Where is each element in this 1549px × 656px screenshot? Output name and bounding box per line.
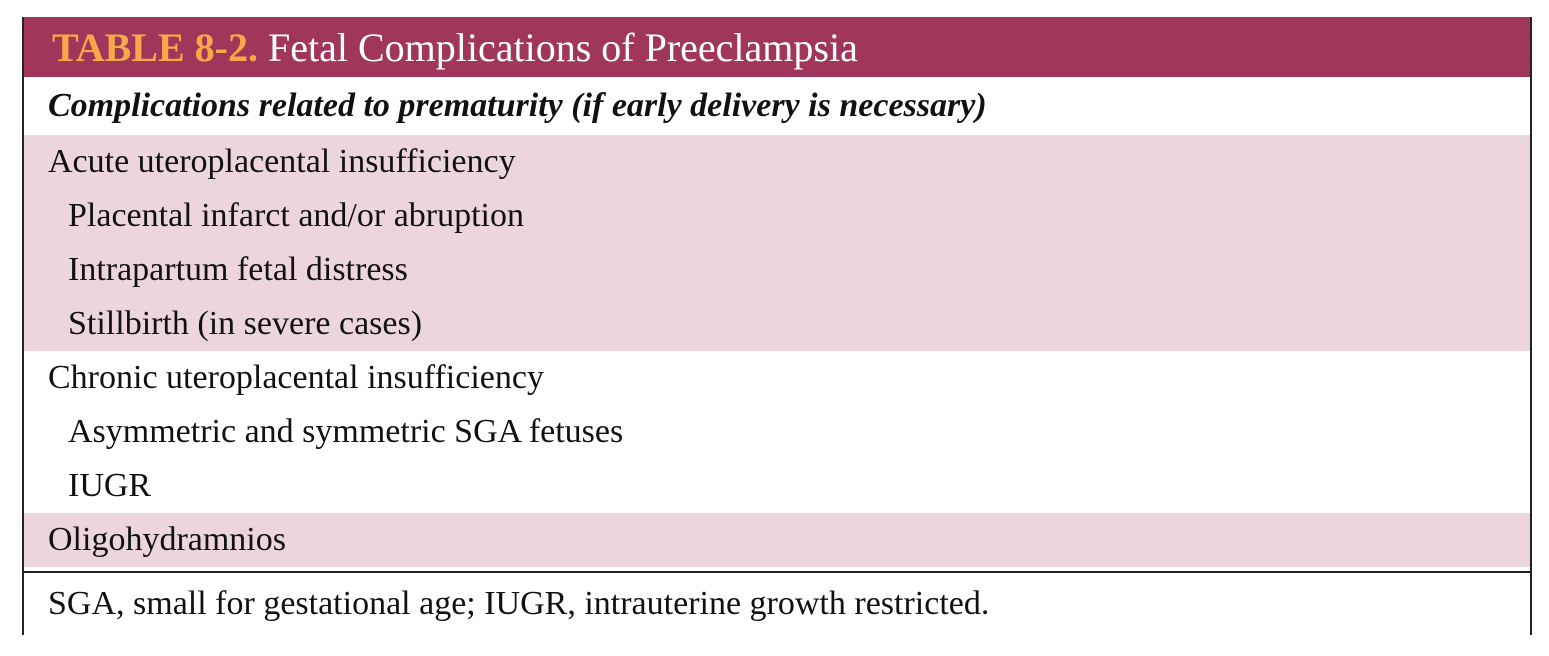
group-heading: Chronic uteroplacental insufficiency [48,359,544,396]
group-item: IUGR [68,467,152,504]
row-group: Acute uteroplacental insufficiency Placen… [24,135,1530,351]
footnote: SGA, small for gestational age; IUGR, in… [24,571,1530,635]
row-group: Chronic uteroplacental insufficiency Asym… [24,351,1530,513]
section-heading: Complications related to prematurity (if… [48,87,987,124]
table: TABLE 8-2. Fetal Complications of Preecl… [22,17,1532,635]
title-bar: TABLE 8-2. Fetal Complications of Preecl… [24,17,1530,77]
table-title: Fetal Complications of Preeclampsia [267,25,858,70]
groups: Acute uteroplacental insufficiency Placen… [24,135,1530,567]
group-heading: Acute uteroplacental insufficiency [48,143,516,180]
group-heading: Oligohydramnios [48,521,286,558]
group-item: Asymmetric and symmetric SGA fetuses [68,413,624,450]
table-label: TABLE 8-2. [52,25,258,70]
group-item: Placental infarct and/or abruption [68,197,524,234]
group-item: Intrapartum fetal distress [68,251,408,288]
group-item: Stillbirth (in severe cases) [68,305,423,342]
row-group: Oligohydramnios [24,513,1530,567]
